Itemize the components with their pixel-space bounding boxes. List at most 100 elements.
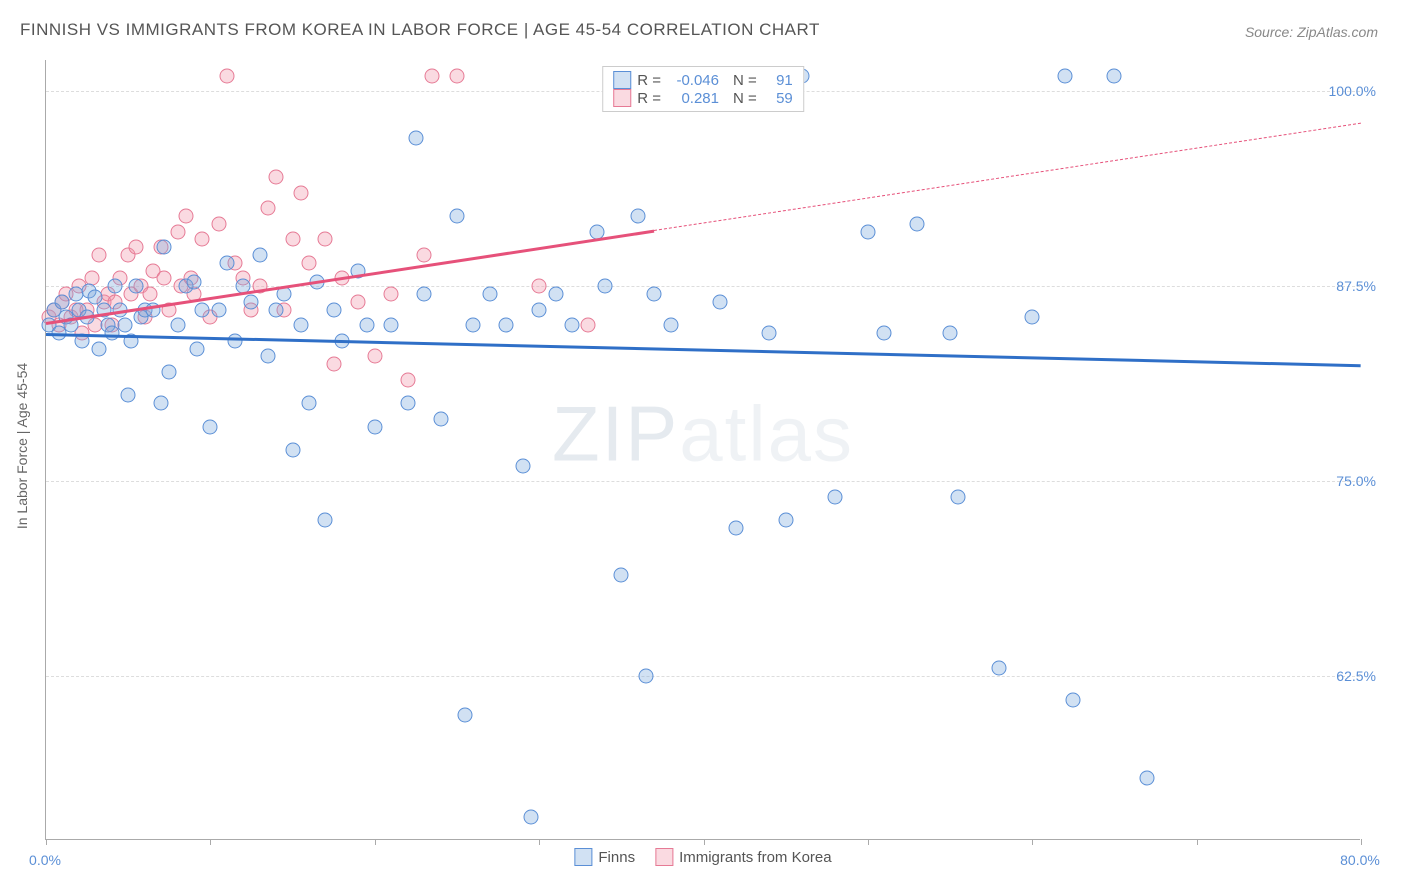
marker-finns xyxy=(1058,68,1073,83)
swatch-korea xyxy=(613,89,631,107)
x-tick xyxy=(1197,839,1198,845)
marker-finns xyxy=(219,255,234,270)
marker-finns xyxy=(449,209,464,224)
marker-finns xyxy=(515,458,530,473)
y-tick-label: 75.0% xyxy=(1336,473,1376,489)
marker-finns xyxy=(228,333,243,348)
marker-finns xyxy=(302,396,317,411)
marker-finns xyxy=(992,661,1007,676)
marker-finns xyxy=(384,318,399,333)
plot-area: ZIPatlas R = -0.046 N = 91 R = 0.281 N =… xyxy=(45,60,1360,840)
marker-korea xyxy=(129,240,144,255)
trend-finns xyxy=(46,333,1361,367)
marker-korea xyxy=(178,209,193,224)
legend-row-korea: R = 0.281 N = 59 xyxy=(613,89,793,107)
legend-label-korea: Immigrants from Korea xyxy=(679,849,832,866)
marker-finns xyxy=(910,216,925,231)
marker-finns xyxy=(630,209,645,224)
marker-korea xyxy=(384,287,399,302)
n-label: N = xyxy=(733,72,757,89)
watermark-main: ZIP xyxy=(552,389,679,477)
gridline-h xyxy=(46,676,1360,677)
marker-finns xyxy=(162,365,177,380)
y-tick-label: 87.5% xyxy=(1336,278,1376,294)
marker-finns xyxy=(129,279,144,294)
marker-finns xyxy=(729,521,744,536)
r-value-korea: 0.281 xyxy=(667,90,719,107)
marker-finns xyxy=(828,489,843,504)
marker-finns xyxy=(614,567,629,582)
marker-finns xyxy=(1140,770,1155,785)
marker-finns xyxy=(211,302,226,317)
y-tick-label: 100.0% xyxy=(1329,83,1376,99)
marker-finns xyxy=(647,287,662,302)
marker-finns xyxy=(523,809,538,824)
marker-finns xyxy=(359,318,374,333)
marker-finns xyxy=(293,318,308,333)
x-tick xyxy=(375,839,376,845)
swatch-finns xyxy=(574,848,592,866)
marker-korea xyxy=(400,372,415,387)
marker-finns xyxy=(712,294,727,309)
marker-finns xyxy=(762,326,777,341)
n-value-korea: 59 xyxy=(763,90,793,107)
marker-korea xyxy=(285,232,300,247)
x-tick-label: 80.0% xyxy=(1340,852,1380,868)
x-tick xyxy=(1032,839,1033,845)
marker-finns xyxy=(433,411,448,426)
x-tick xyxy=(46,839,47,845)
n-label: N = xyxy=(733,90,757,107)
marker-finns xyxy=(190,341,205,356)
marker-korea xyxy=(318,232,333,247)
marker-korea xyxy=(219,68,234,83)
marker-korea xyxy=(211,216,226,231)
marker-finns xyxy=(482,287,497,302)
marker-korea xyxy=(302,255,317,270)
marker-korea xyxy=(195,232,210,247)
marker-finns xyxy=(186,274,201,289)
marker-korea xyxy=(260,201,275,216)
legend-row-finns: R = -0.046 N = 91 xyxy=(613,71,793,89)
marker-korea xyxy=(417,248,432,263)
marker-finns xyxy=(326,302,341,317)
marker-korea xyxy=(532,279,547,294)
x-tick xyxy=(704,839,705,845)
marker-finns xyxy=(244,294,259,309)
legend-item-korea: Immigrants from Korea xyxy=(655,848,832,866)
marker-korea xyxy=(425,68,440,83)
marker-finns xyxy=(1025,310,1040,325)
marker-finns xyxy=(91,341,106,356)
marker-finns xyxy=(195,302,210,317)
gridline-h xyxy=(46,481,1360,482)
marker-finns xyxy=(417,287,432,302)
marker-finns xyxy=(260,349,275,364)
y-tick-label: 62.5% xyxy=(1336,668,1376,684)
legend-item-finns: Finns xyxy=(574,848,635,866)
x-tick xyxy=(210,839,211,845)
watermark: ZIPatlas xyxy=(552,388,854,479)
marker-finns xyxy=(548,287,563,302)
marker-finns xyxy=(154,396,169,411)
marker-korea xyxy=(326,357,341,372)
marker-korea xyxy=(142,287,157,302)
marker-finns xyxy=(638,669,653,684)
source-attribution: Source: ZipAtlas.com xyxy=(1245,24,1378,40)
marker-finns xyxy=(1107,68,1122,83)
r-value-finns: -0.046 xyxy=(667,72,719,89)
x-tick-label: 0.0% xyxy=(29,852,61,868)
correlation-legend: R = -0.046 N = 91 R = 0.281 N = 59 xyxy=(602,66,804,112)
marker-finns xyxy=(951,489,966,504)
r-label: R = xyxy=(637,90,661,107)
marker-finns xyxy=(157,240,172,255)
marker-finns xyxy=(1066,692,1081,707)
marker-finns xyxy=(499,318,514,333)
marker-finns xyxy=(170,318,185,333)
x-tick xyxy=(868,839,869,845)
series-legend: Finns Immigrants from Korea xyxy=(574,848,831,866)
swatch-finns xyxy=(613,71,631,89)
x-tick xyxy=(539,839,540,845)
marker-finns xyxy=(860,224,875,239)
marker-finns xyxy=(121,388,136,403)
marker-finns xyxy=(943,326,958,341)
marker-finns xyxy=(877,326,892,341)
